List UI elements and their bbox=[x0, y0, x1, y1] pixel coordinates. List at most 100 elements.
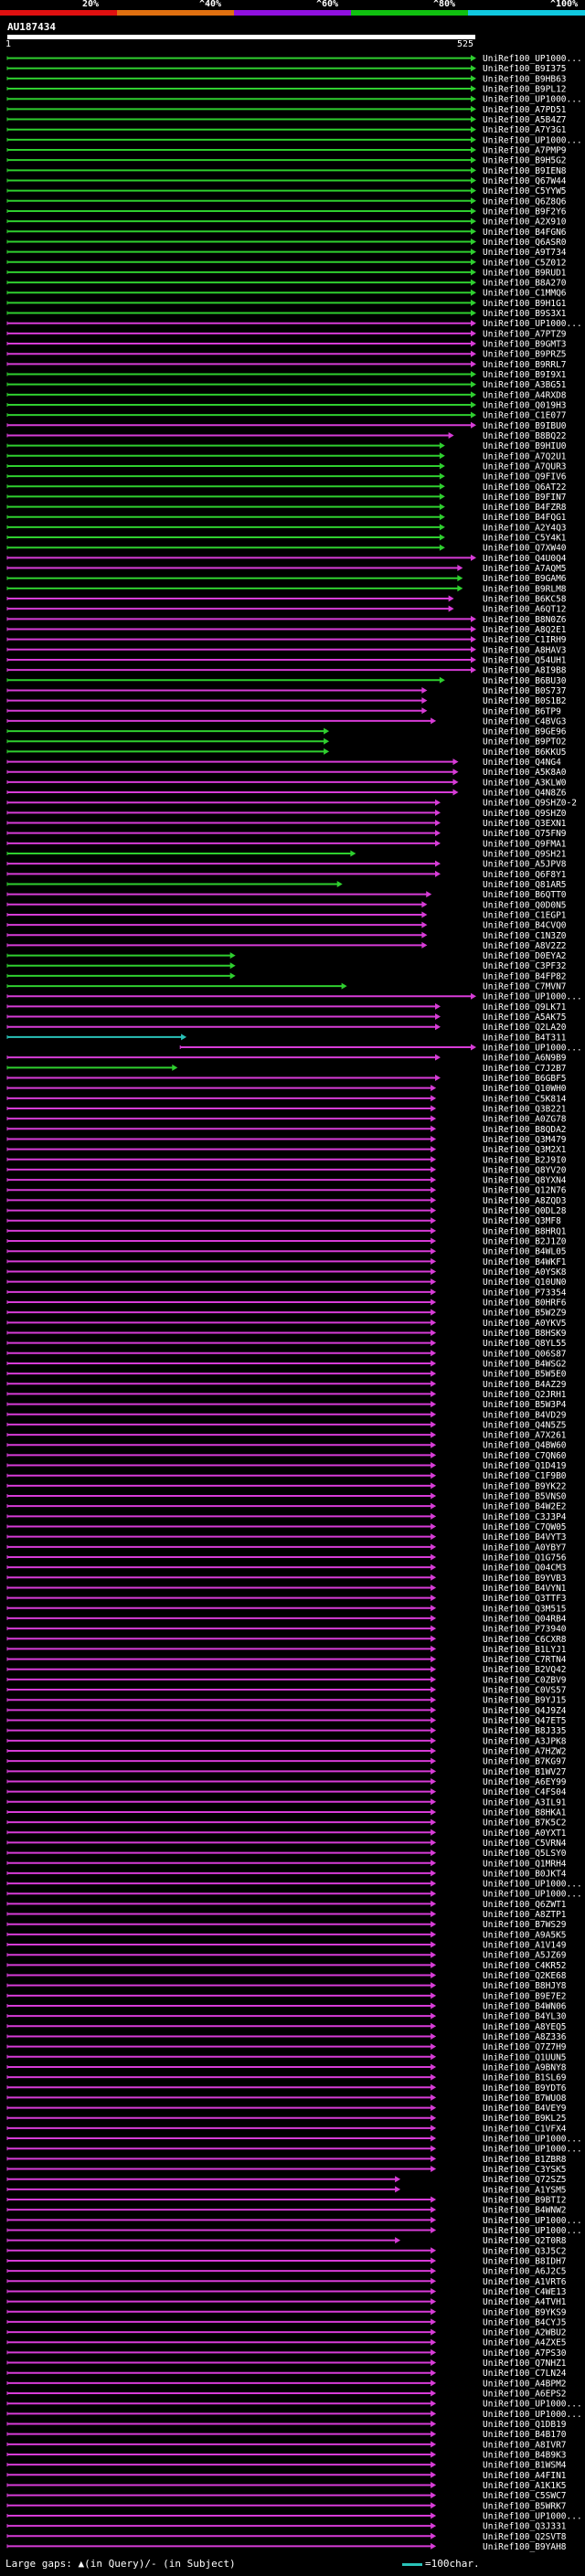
hit-row[interactable]: UniRef100_A1YSM5 bbox=[6, 2185, 567, 2195]
hit-row[interactable]: UniRef100_B9KL25 bbox=[6, 2114, 567, 2124]
hit-row[interactable]: UniRef100_B4WNW2 bbox=[6, 2206, 567, 2216]
hit-row[interactable]: UniRef100_B2J1Z0 bbox=[6, 1237, 567, 1247]
hit-label[interactable]: UniRef100_B9H5G2 bbox=[483, 156, 567, 166]
hit-label[interactable]: UniRef100_C4KR52 bbox=[483, 1961, 567, 1971]
hit-row[interactable]: UniRef100_C3J3P4 bbox=[6, 1512, 567, 1522]
hit-label[interactable]: UniRef100_B4FZR8 bbox=[483, 503, 567, 513]
hit-label[interactable]: UniRef100_B9IEN8 bbox=[483, 166, 567, 176]
hit-label[interactable]: UniRef100_B9YK22 bbox=[483, 1481, 567, 1491]
hit-label[interactable]: UniRef100_A0ZG78 bbox=[483, 1115, 567, 1125]
hit-row[interactable]: UniRef100_B4VEY9 bbox=[6, 2104, 567, 2114]
hit-row[interactable]: UniRef100_Q8YXN4 bbox=[6, 1176, 567, 1186]
hit-row[interactable]: UniRef100_Q04RB4 bbox=[6, 1614, 567, 1624]
hit-row[interactable]: UniRef100_A7X261 bbox=[6, 1431, 567, 1441]
hit-row[interactable]: UniRef100_Q10WH0 bbox=[6, 1084, 567, 1094]
hit-label[interactable]: UniRef100_A9A5K5 bbox=[483, 1930, 567, 1940]
hit-label[interactable]: UniRef100_B0HRF6 bbox=[483, 1299, 567, 1309]
hit-row[interactable]: UniRef100_A8HAV3 bbox=[6, 645, 567, 655]
hit-row[interactable]: UniRef100_B6GBF5 bbox=[6, 1074, 567, 1084]
hit-label[interactable]: UniRef100_A4RXD8 bbox=[483, 390, 567, 400]
hit-row[interactable]: UniRef100_B6QTT0 bbox=[6, 890, 567, 900]
hit-row[interactable]: UniRef100_A7PS30 bbox=[6, 2348, 567, 2359]
hit-label[interactable]: UniRef100_Q54UH1 bbox=[483, 655, 567, 665]
hit-row[interactable]: UniRef100_B4FZR8 bbox=[6, 503, 567, 513]
hit-label[interactable]: UniRef100_B9H1G1 bbox=[483, 299, 567, 309]
hit-row[interactable]: UniRef100_A6N9B9 bbox=[6, 1054, 567, 1064]
hit-row[interactable]: UniRef100_B9GAM6 bbox=[6, 574, 567, 584]
hit-label[interactable]: UniRef100_B9GE96 bbox=[483, 727, 567, 737]
hit-row[interactable]: UniRef100_Q9LK71 bbox=[6, 1002, 567, 1012]
hit-label[interactable]: UniRef100_C5Y4K1 bbox=[483, 534, 567, 544]
hit-label[interactable]: UniRef100_C3J3P4 bbox=[483, 1512, 567, 1522]
hit-label[interactable]: UniRef100_A4TVH1 bbox=[483, 2297, 567, 2307]
hit-label[interactable]: UniRef100_Q4U0Q4 bbox=[483, 554, 567, 564]
hit-row[interactable]: UniRef100_C5YYW5 bbox=[6, 186, 567, 196]
hit-label[interactable]: UniRef100_A0YBY7 bbox=[483, 1542, 567, 1553]
hit-label[interactable]: UniRef100_C7MVN7 bbox=[483, 982, 567, 992]
hit-row[interactable]: UniRef100_Q1UUN5 bbox=[6, 2052, 567, 2062]
hit-row[interactable]: UniRef100_Q6ASR0 bbox=[6, 238, 567, 248]
hit-label[interactable]: UniRef100_A5AK75 bbox=[483, 1012, 567, 1023]
hit-row[interactable]: UniRef100_B9RLM8 bbox=[6, 584, 567, 594]
hit-row[interactable]: UniRef100_UP1000... bbox=[6, 1880, 582, 1890]
hit-label[interactable]: UniRef100_B7WUO8 bbox=[483, 2094, 567, 2104]
hit-label[interactable]: UniRef100_B8BQ22 bbox=[483, 431, 567, 441]
hit-row[interactable]: UniRef100_B9GE96 bbox=[6, 727, 567, 737]
hit-row[interactable]: UniRef100_B4WL05 bbox=[6, 1247, 567, 1257]
hit-row[interactable]: UniRef100_B9S3X1 bbox=[6, 309, 567, 319]
hit-label[interactable]: UniRef100_Q3M2X1 bbox=[483, 1145, 567, 1155]
hit-row[interactable]: UniRef100_C1EGP1 bbox=[6, 910, 567, 920]
hit-row[interactable]: UniRef100_C7MVN7 bbox=[6, 982, 567, 992]
hit-label[interactable]: UniRef100_B9RUD1 bbox=[483, 268, 567, 278]
hit-row[interactable]: UniRef100_B1LYJ1 bbox=[6, 1645, 567, 1655]
hit-row[interactable]: UniRef100_Q5LSY0 bbox=[6, 1849, 567, 1859]
hit-label[interactable]: UniRef100_B9S3X1 bbox=[483, 309, 567, 319]
hit-row[interactable]: UniRef100_B9YK22 bbox=[6, 1481, 567, 1491]
hit-row[interactable]: UniRef100_A7Q2U1 bbox=[6, 451, 567, 461]
hit-label[interactable]: UniRef100_B5W2Z9 bbox=[483, 1309, 567, 1319]
hit-row[interactable]: UniRef100_Q2SVT8 bbox=[6, 2532, 567, 2542]
hit-label[interactable]: UniRef100_C3YSK5 bbox=[483, 2165, 567, 2175]
hit-row[interactable]: UniRef100_C5K814 bbox=[6, 1094, 567, 1104]
hit-row[interactable]: UniRef100_B9YDT6 bbox=[6, 2083, 567, 2094]
hit-row[interactable]: UniRef100_B9YKS9 bbox=[6, 2307, 567, 2317]
hit-row[interactable]: UniRef100_A3JPK8 bbox=[6, 1736, 567, 1746]
hit-label[interactable]: UniRef100_Q8YV20 bbox=[483, 1165, 567, 1175]
hit-label[interactable]: UniRef100_B9YAH8 bbox=[483, 2542, 567, 2552]
hit-row[interactable]: UniRef100_B9IEN8 bbox=[6, 166, 567, 176]
hit-label[interactable]: UniRef100_B4CVQ0 bbox=[483, 921, 567, 931]
hit-label[interactable]: UniRef100_C5K814 bbox=[483, 1094, 567, 1104]
hit-row[interactable]: UniRef100_Q75FN9 bbox=[6, 829, 567, 839]
hit-label[interactable]: UniRef100_UP1000... bbox=[483, 1880, 582, 1890]
hit-label[interactable]: UniRef100_Q019H3 bbox=[483, 400, 567, 410]
hit-label[interactable]: UniRef100_C1E077 bbox=[483, 411, 567, 421]
hit-row[interactable]: UniRef100_B1SL69 bbox=[6, 2073, 567, 2083]
hit-label[interactable]: UniRef100_A2WBU2 bbox=[483, 2328, 567, 2338]
hit-row[interactable]: UniRef100_A4RXD8 bbox=[6, 390, 567, 400]
hit-label[interactable]: UniRef100_Q4N8Z6 bbox=[483, 789, 567, 799]
hit-row[interactable]: UniRef100_UP1000... bbox=[6, 135, 582, 145]
hit-row[interactable]: UniRef100_Q1DB19 bbox=[6, 2420, 567, 2430]
hit-row[interactable]: UniRef100_B1WV27 bbox=[6, 1767, 567, 1777]
hit-row[interactable]: UniRef100_C5Z012 bbox=[6, 258, 567, 268]
hit-row[interactable]: UniRef100_B9H1G1 bbox=[6, 299, 567, 309]
hit-row[interactable]: UniRef100_B6TP9 bbox=[6, 706, 561, 716]
hit-label[interactable]: UniRef100_A7Y3G1 bbox=[483, 125, 567, 135]
hit-label[interactable]: UniRef100_B9BTI2 bbox=[483, 2196, 567, 2206]
hit-row[interactable]: UniRef100_A0YXT1 bbox=[6, 1829, 567, 1839]
hit-label[interactable]: UniRef100_B4FP82 bbox=[483, 971, 567, 981]
hit-label[interactable]: UniRef100_A7X261 bbox=[483, 1431, 567, 1441]
hit-label[interactable]: UniRef100_C3PF32 bbox=[483, 961, 567, 971]
hit-label[interactable]: UniRef100_B9FIN7 bbox=[483, 493, 567, 503]
hit-label[interactable]: UniRef100_Q4J9Z4 bbox=[483, 1706, 567, 1716]
hit-row[interactable]: UniRef100_Q2LA20 bbox=[6, 1023, 567, 1033]
hit-row[interactable]: UniRef100_A6J2C5 bbox=[6, 2267, 567, 2277]
hit-row[interactable]: UniRef100_A5JPV8 bbox=[6, 860, 567, 870]
hit-label[interactable]: UniRef100_Q7Z7H9 bbox=[483, 2042, 567, 2052]
hit-label[interactable]: UniRef100_A6EPS2 bbox=[483, 2390, 567, 2400]
hit-row[interactable]: UniRef100_Q4BW60 bbox=[6, 1441, 567, 1451]
hit-label[interactable]: UniRef100_B6QTT0 bbox=[483, 890, 567, 900]
hit-label[interactable]: UniRef100_A8IVR7 bbox=[483, 2440, 567, 2450]
hit-label[interactable]: UniRef100_B4VYN1 bbox=[483, 1584, 567, 1594]
hit-row[interactable]: UniRef100_A9A5K5 bbox=[6, 1930, 567, 1940]
